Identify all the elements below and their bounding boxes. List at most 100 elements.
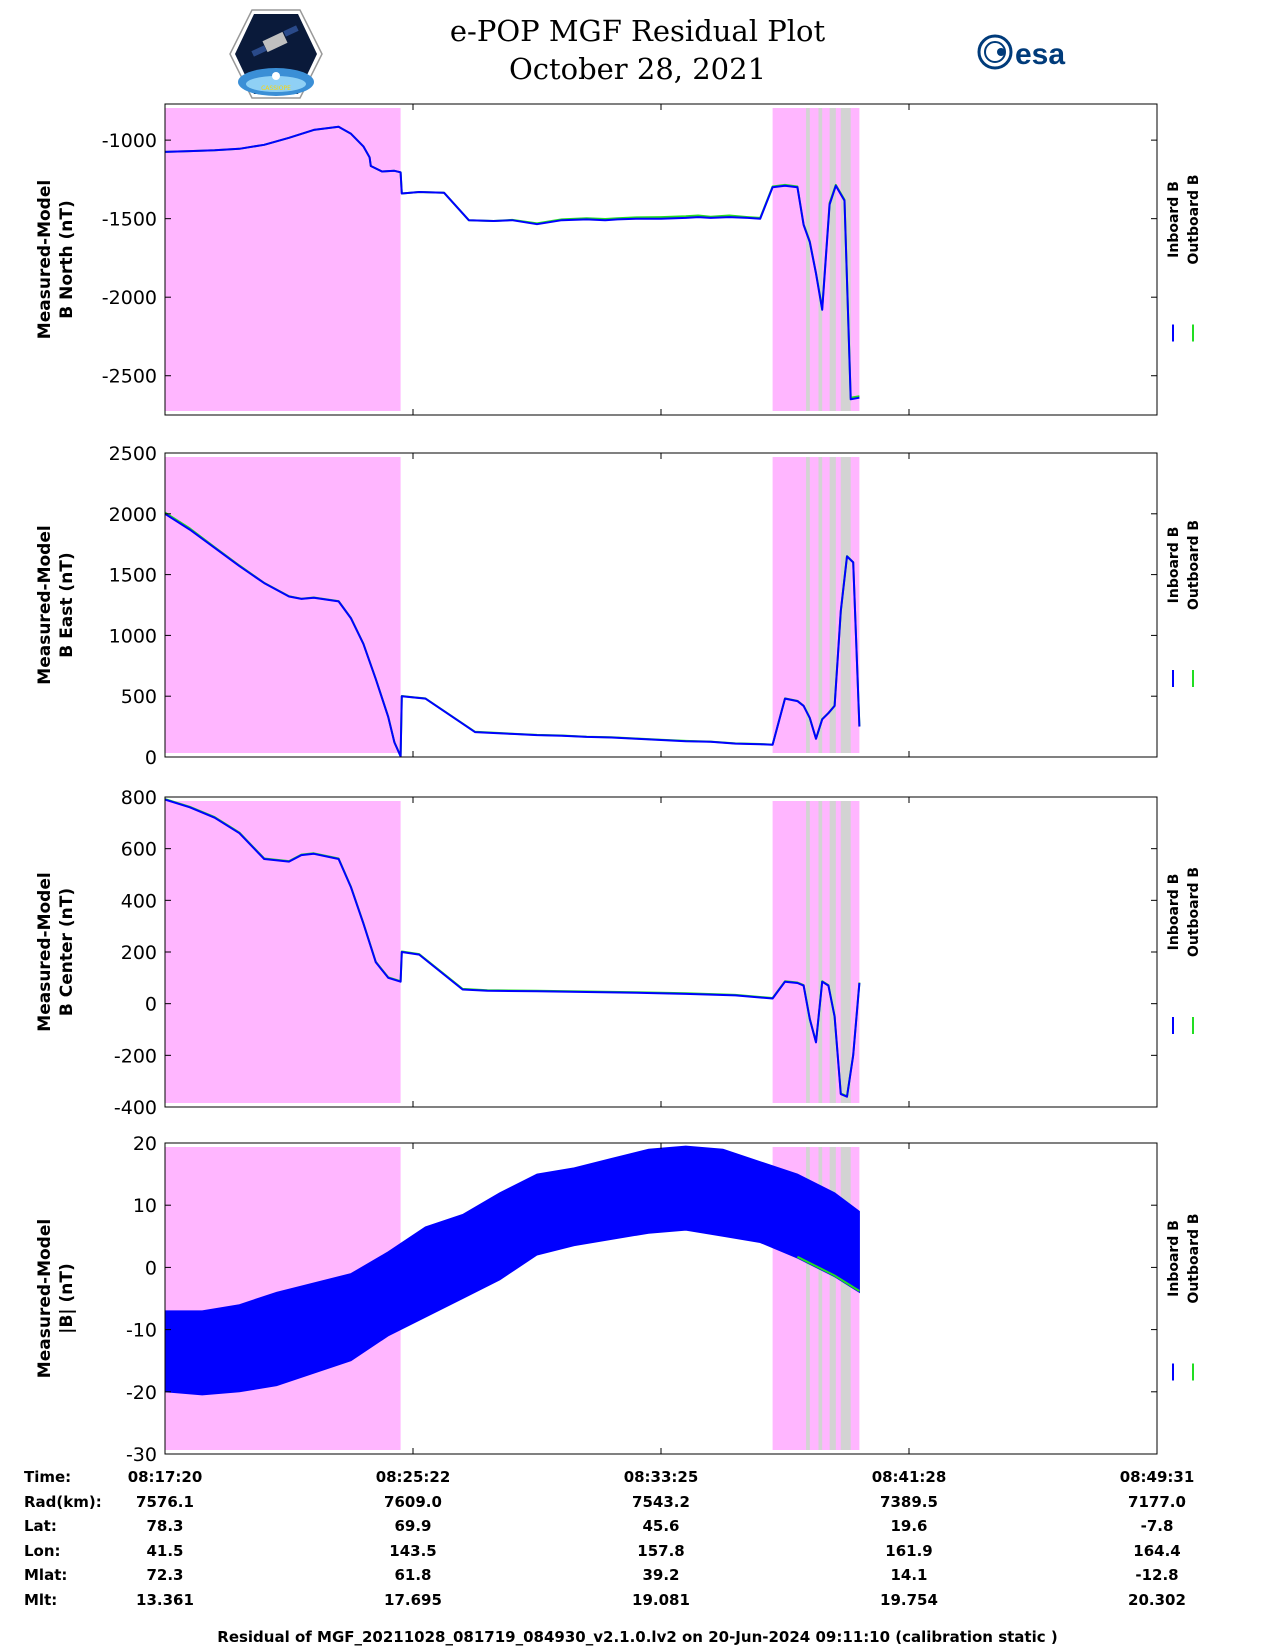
chart-title-line1: e-POP MGF Residual Plot: [449, 14, 826, 48]
footer-value: -12.8: [1135, 1566, 1179, 1584]
cassiope-mission-logo: CASSIOPE: [229, 9, 323, 99]
y-tick-label: 2000: [109, 504, 157, 526]
legend-entry: Outboard B: [1186, 867, 1202, 957]
y-tick-label: 0: [145, 747, 157, 769]
panel-4-plot-area: [165, 1145, 860, 1450]
y-tick-label: 600: [121, 839, 157, 861]
y-tick-label: -10: [126, 1320, 157, 1342]
legend-entry: Inboard B: [1166, 1220, 1182, 1297]
footer-value: 7177.0: [1128, 1492, 1186, 1511]
legend-entry: Outboard B: [1186, 520, 1202, 610]
y-axis-label: Measured-Model: [35, 525, 55, 684]
gray-shade-region-1: [806, 801, 810, 1103]
gray-shade-region-3: [829, 108, 836, 411]
footer-value: 08:49:31: [1119, 1468, 1195, 1486]
gray-shade-region-4: [840, 457, 851, 753]
footer-value: 61.8: [394, 1566, 432, 1584]
inboard-b-line: [165, 125, 860, 401]
footer-value: 143.5: [389, 1541, 437, 1560]
inboard-b-band: [165, 1145, 860, 1396]
footer-value: 7576.1: [136, 1492, 194, 1511]
legend-entry: Outboard B: [1186, 1213, 1202, 1303]
footer-row-label: Rad(km):: [24, 1492, 102, 1511]
footer-value: 41.5: [146, 1541, 184, 1560]
y-axis-label: B East (nT): [57, 552, 77, 657]
y-tick-label: 200: [121, 942, 157, 964]
footer-value: 19.081: [632, 1590, 690, 1609]
gray-shade-region-3: [829, 1147, 836, 1450]
footer-value: 20.302: [1128, 1590, 1186, 1609]
y-tick-label: -30: [126, 1444, 157, 1466]
gray-shade-region-2: [818, 457, 823, 753]
gray-shade-region-3: [829, 457, 836, 753]
y-tick-label: -400: [114, 1097, 157, 1119]
y-tick-label: 400: [121, 890, 157, 912]
cassiope-logo-text: CASSIOPE: [261, 85, 291, 92]
y-tick-label: -200: [114, 1045, 157, 1067]
gray-shade-region-4: [840, 801, 851, 1103]
y-tick-label: -1000: [102, 130, 157, 152]
y-tick-label: 2500: [109, 443, 157, 465]
footer-value: 164.4: [1133, 1541, 1181, 1560]
gray-shade-region-2: [818, 108, 823, 411]
footer-value: 69.9: [394, 1517, 432, 1535]
footer-value: 78.3: [146, 1517, 184, 1535]
y-tick-label: -1500: [102, 209, 157, 231]
gray-shade-region-4: [840, 1147, 851, 1450]
gray-shade-region-2: [818, 801, 823, 1103]
footer-value: 39.2: [642, 1566, 680, 1584]
footer-value: 08:17:20: [127, 1468, 203, 1486]
footer-row-label: Mlt:: [24, 1590, 58, 1609]
y-tick-label: 500: [121, 686, 157, 708]
gray-shade-region-3: [829, 801, 836, 1103]
y-axis-label: B Center (nT): [57, 888, 77, 1016]
footer-value: 08:41:28: [871, 1468, 947, 1486]
panel-1-plot-area: [165, 108, 860, 411]
y-tick-label: 0: [145, 994, 157, 1016]
footer-note: Residual of MGF_20211028_081719_084930_v…: [217, 1628, 1058, 1646]
footer-row-label: Lon:: [24, 1541, 61, 1560]
footer-value: -7.8: [1140, 1517, 1174, 1535]
footer-value: 7609.0: [384, 1492, 442, 1511]
footer-row-label: Lat:: [24, 1517, 57, 1535]
footer-value: 45.6: [642, 1517, 680, 1535]
y-axis-label: B North (nT): [57, 200, 77, 319]
y-tick-label: 0: [145, 1257, 157, 1279]
legend-entry: Inboard B: [1166, 527, 1182, 604]
esa-logo-text: esa: [1015, 38, 1065, 71]
panel-3-plot-area: [165, 798, 861, 1103]
gray-shade-region-2: [818, 1147, 823, 1450]
footer-value: 7543.2: [632, 1492, 690, 1511]
chart-title-line2: October 28, 2021: [508, 52, 767, 86]
y-axis-label: Measured-Model: [35, 1219, 55, 1378]
pink-shade-region-1: [165, 801, 401, 1103]
footer-value: 19.754: [880, 1590, 938, 1609]
y-tick-label: -20: [126, 1382, 157, 1404]
gray-shade-region-1: [806, 457, 810, 753]
y-tick-label: 20: [133, 1133, 157, 1155]
gray-shade-region-1: [806, 1147, 810, 1450]
y-tick-label: 1500: [109, 565, 157, 587]
inboard-b-line: [165, 512, 861, 757]
legend-entry: Outboard B: [1186, 174, 1202, 264]
footer-value: 157.8: [637, 1541, 685, 1560]
y-axis-label: Measured-Model: [35, 180, 55, 339]
esa-logo: esa: [977, 34, 1065, 71]
footer-value: 08:33:25: [623, 1468, 699, 1486]
y-axis-label: |B| (nT): [57, 1263, 77, 1334]
footer-value: 17.695: [384, 1590, 442, 1609]
footer-row-label: Mlat:: [24, 1566, 68, 1584]
legend-entry: Inboard B: [1166, 874, 1182, 951]
footer-row-label: Time:: [24, 1468, 72, 1486]
inboard-b-line: [165, 798, 861, 1098]
y-tick-label: -2500: [102, 366, 157, 388]
footer-value: 13.361: [136, 1590, 194, 1609]
footer-value: 161.9: [885, 1541, 933, 1560]
footer-value: 72.3: [146, 1566, 184, 1584]
y-tick-label: 800: [121, 787, 157, 809]
pink-shade-region-1: [165, 108, 401, 411]
footer-value: 19.6: [890, 1517, 928, 1535]
y-tick-label: -2000: [102, 287, 157, 309]
y-tick-label: 10: [133, 1195, 157, 1217]
